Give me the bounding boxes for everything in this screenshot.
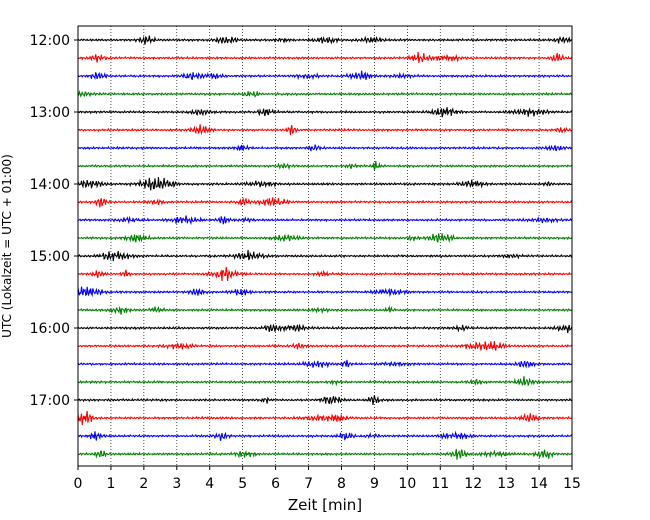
- x-tick-label: 4: [205, 476, 214, 492]
- x-axis-label: Zeit [min]: [288, 496, 362, 514]
- seismogram-trace: [77, 410, 573, 426]
- seismogram-trace: [77, 323, 573, 334]
- seismogram-trace: [77, 266, 573, 282]
- x-tick-label: 13: [497, 476, 515, 492]
- seismogram-trace: [77, 430, 573, 441]
- x-tick-label: 0: [74, 476, 83, 492]
- x-tick-label: 2: [139, 476, 148, 492]
- x-tick-label: 10: [398, 476, 416, 492]
- y-tick-label: 12:00: [30, 33, 70, 49]
- seismogram-trace: [77, 395, 573, 406]
- x-tick-label: 12: [464, 476, 482, 492]
- seismogram-trace: [77, 286, 573, 298]
- traces: [77, 35, 573, 460]
- seismogram-trace: [77, 107, 573, 118]
- x-tick-label: 3: [172, 476, 181, 492]
- seismogram-trace: [77, 341, 573, 351]
- seismogram-trace: [77, 305, 573, 315]
- x-tick-label: 1: [106, 476, 115, 492]
- x-axis: 0 1 2 3 4 5 6 7 8 9 10 11 12 13 14 15: [74, 466, 581, 492]
- seismogram-trace: [77, 448, 573, 460]
- y-tick-label: 16:00: [30, 321, 70, 337]
- seismogram-trace: [77, 176, 573, 191]
- y-axis-label: UTC (Lokalzeit = UTC + 01:00): [0, 154, 14, 338]
- y-tick-label: 13:00: [30, 105, 70, 121]
- seismogram-trace: [77, 124, 573, 136]
- x-tick-label: 5: [238, 476, 247, 492]
- seismogram-trace: [77, 89, 573, 98]
- y-axis: 12:00 13:00 14:00 15:00 16:00 17:00: [30, 33, 78, 409]
- seismogram-trace: [77, 51, 573, 63]
- plot-background: [78, 26, 572, 466]
- x-tick-label: 6: [271, 476, 280, 492]
- y-tick-label: 14:00: [30, 177, 70, 193]
- y-tick-label: 15:00: [30, 249, 70, 265]
- x-tick-label: 15: [563, 476, 581, 492]
- seismogram-trace: [77, 215, 573, 226]
- y-tick-label: 17:00: [30, 393, 70, 409]
- x-tick-label: 11: [431, 476, 449, 492]
- x-tick-label: 7: [304, 476, 313, 492]
- x-tick-label: 9: [370, 476, 379, 492]
- seismogram-trace: [77, 197, 573, 208]
- x-tick-label: 14: [530, 476, 548, 492]
- seismogram-trace: [77, 249, 573, 262]
- seismogram-trace: [77, 233, 573, 243]
- plot-frame: [77, 25, 573, 467]
- seismogram-trace: [77, 70, 573, 81]
- seismogram-trace: [77, 144, 573, 152]
- seismogram-trace: [77, 160, 573, 171]
- seismogram-trace: [77, 376, 573, 387]
- x-gridlines: [110, 26, 540, 466]
- x-tick-label: 8: [337, 476, 346, 492]
- seismogram-trace: [77, 359, 573, 369]
- seismogram-trace: [77, 35, 573, 45]
